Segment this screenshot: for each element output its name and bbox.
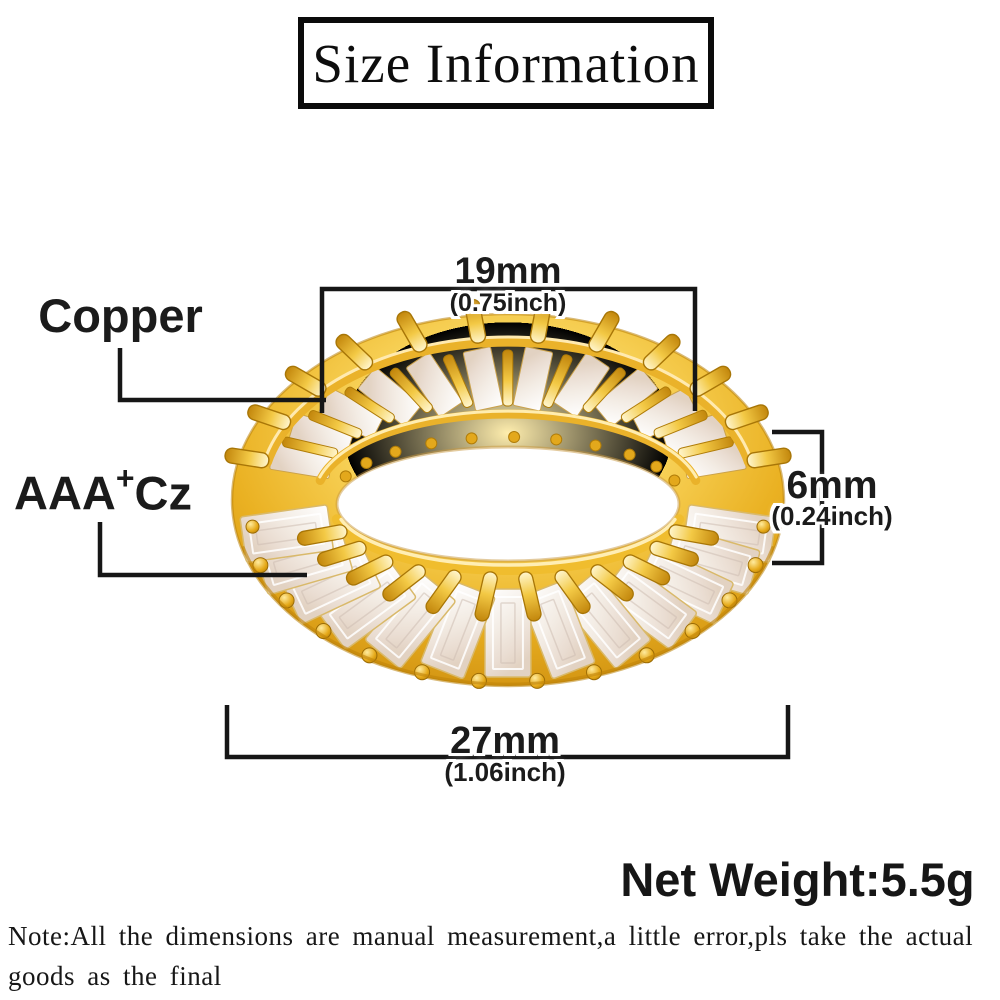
bracket-6mm <box>772 429 825 566</box>
label-cz-rest: Cz <box>134 466 192 520</box>
dim-outer-diameter-mm: 27mm <box>450 720 560 762</box>
label-cz-base: AAA <box>14 466 116 520</box>
ring-band <box>224 298 792 689</box>
note-line1: Note:All the dimensions are manual measu… <box>8 921 974 951</box>
page-title: Size Information <box>312 32 700 94</box>
label-cz-sup: + <box>115 460 135 496</box>
bracket-27mm <box>224 705 791 760</box>
dimension-lines <box>97 286 825 760</box>
dim-band-width-inch: (0.24inch) <box>771 501 893 531</box>
title-box: Size Information <box>298 17 714 109</box>
label-copper: Copper <box>38 289 203 342</box>
leader-copper <box>117 348 326 403</box>
dim-band-width-mm: 6mm <box>786 464 878 507</box>
dim-outer-diameter-inch: (1.06inch) <box>444 757 566 787</box>
bracket-19mm <box>319 286 698 413</box>
leader-cz <box>97 522 307 578</box>
net-weight: Net Weight:5.5g <box>620 853 975 906</box>
label-cz: AAA+Cz <box>14 462 192 520</box>
dim-inner-diameter-inch: (0.75inch) <box>449 289 567 317</box>
note-line2: goods as the final <box>8 961 222 991</box>
dim-inner-diameter-mm: 19mm <box>454 250 562 291</box>
